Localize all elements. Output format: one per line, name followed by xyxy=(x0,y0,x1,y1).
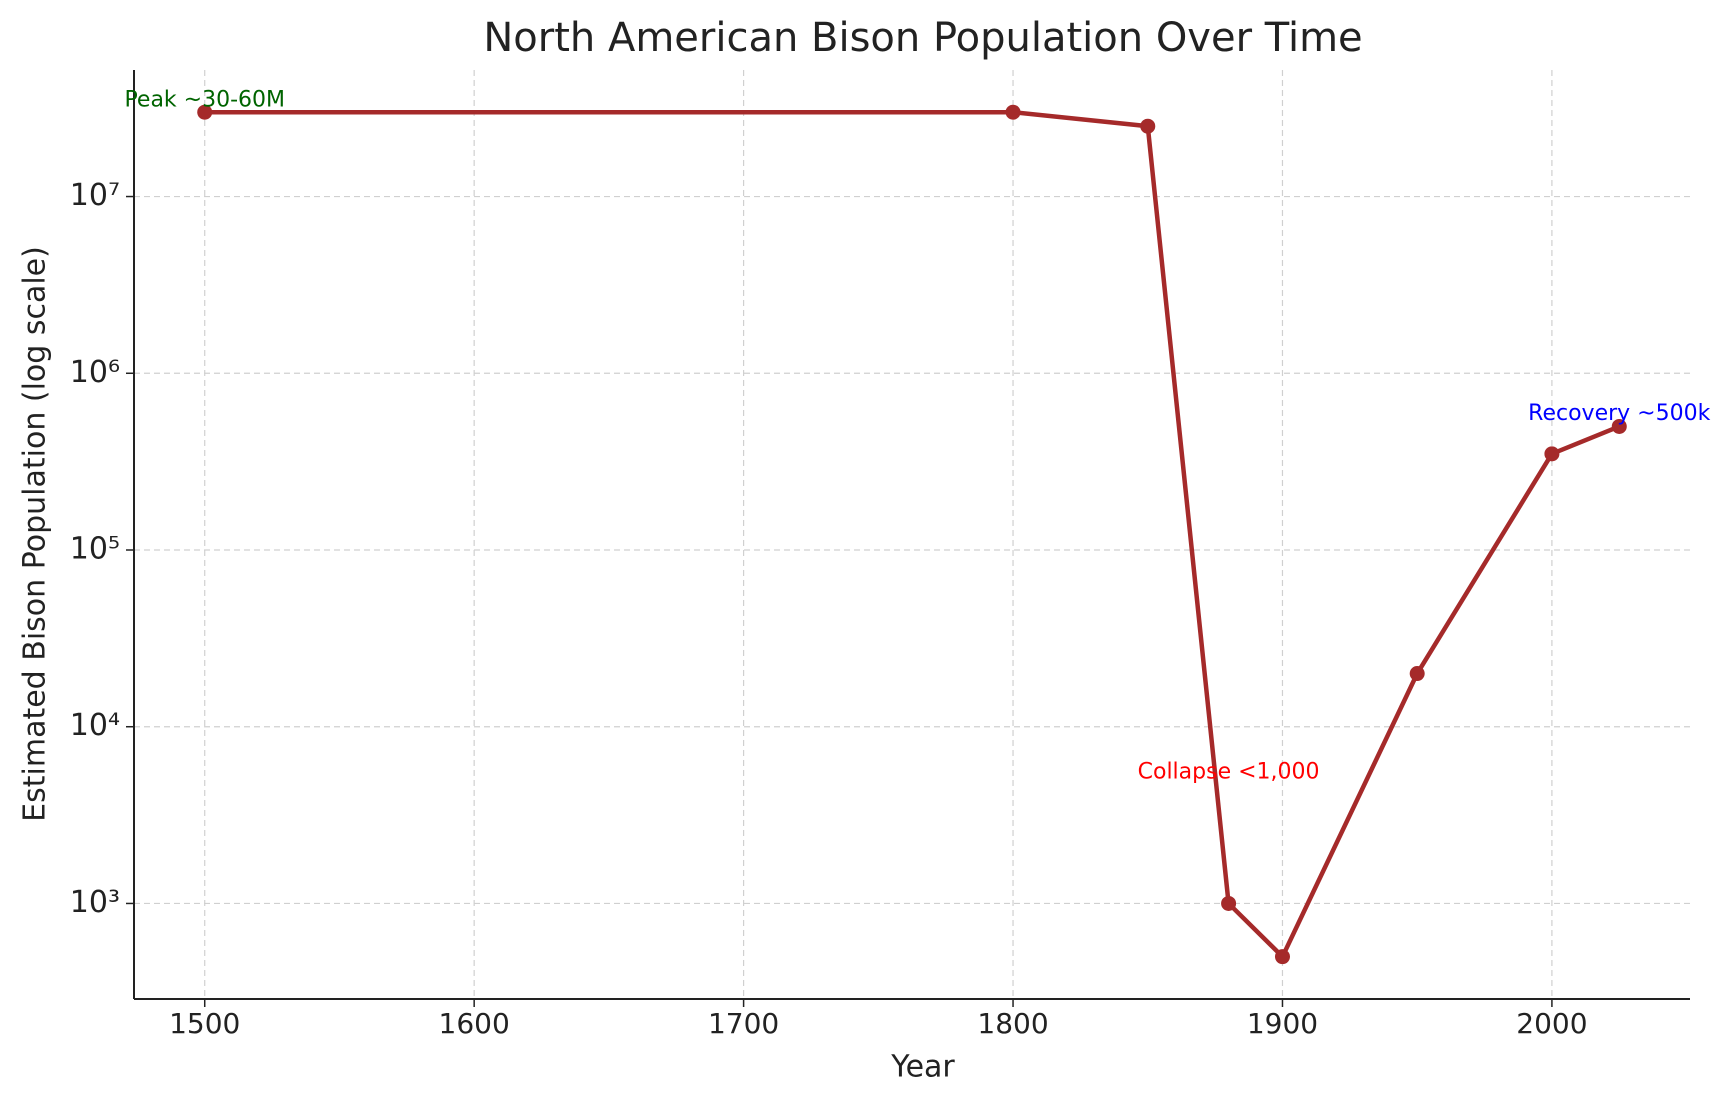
point xyxy=(1544,446,1560,462)
point xyxy=(1005,104,1021,120)
y-tick-label: 10⁴ xyxy=(70,708,120,743)
point xyxy=(1140,118,1156,134)
point xyxy=(1409,666,1425,682)
x-tick-label: 1700 xyxy=(708,1007,779,1040)
y-tick-label: 10⁵ xyxy=(70,531,120,566)
x-tick-label: 1800 xyxy=(977,1007,1048,1040)
point xyxy=(1221,895,1237,911)
y-tick-label: 10³ xyxy=(70,885,120,920)
x-tick-label: 1500 xyxy=(169,1007,240,1040)
annotation: Collapse <1,000 xyxy=(1138,760,1320,785)
annotation: Recovery ~500k xyxy=(1528,401,1710,426)
x-tick-label: 1600 xyxy=(439,1007,510,1040)
y-tick-label: 10⁶ xyxy=(70,355,120,390)
line xyxy=(204,109,1621,959)
point xyxy=(197,104,213,120)
x-tick-label: 1900 xyxy=(1247,1007,1318,1040)
y-tick-label: 10⁷ xyxy=(70,178,120,213)
annotation: Peak ~30-60M xyxy=(124,87,285,112)
y-axis-label: Estimated Bison Population (log scale) xyxy=(18,246,53,822)
point xyxy=(1274,949,1290,965)
x-axis-label: Year xyxy=(890,1050,955,1085)
chart-title: North American Bison Population Over Tim… xyxy=(483,15,1362,61)
x-tick-label: 2000 xyxy=(1516,1007,1587,1040)
point xyxy=(1611,418,1627,434)
